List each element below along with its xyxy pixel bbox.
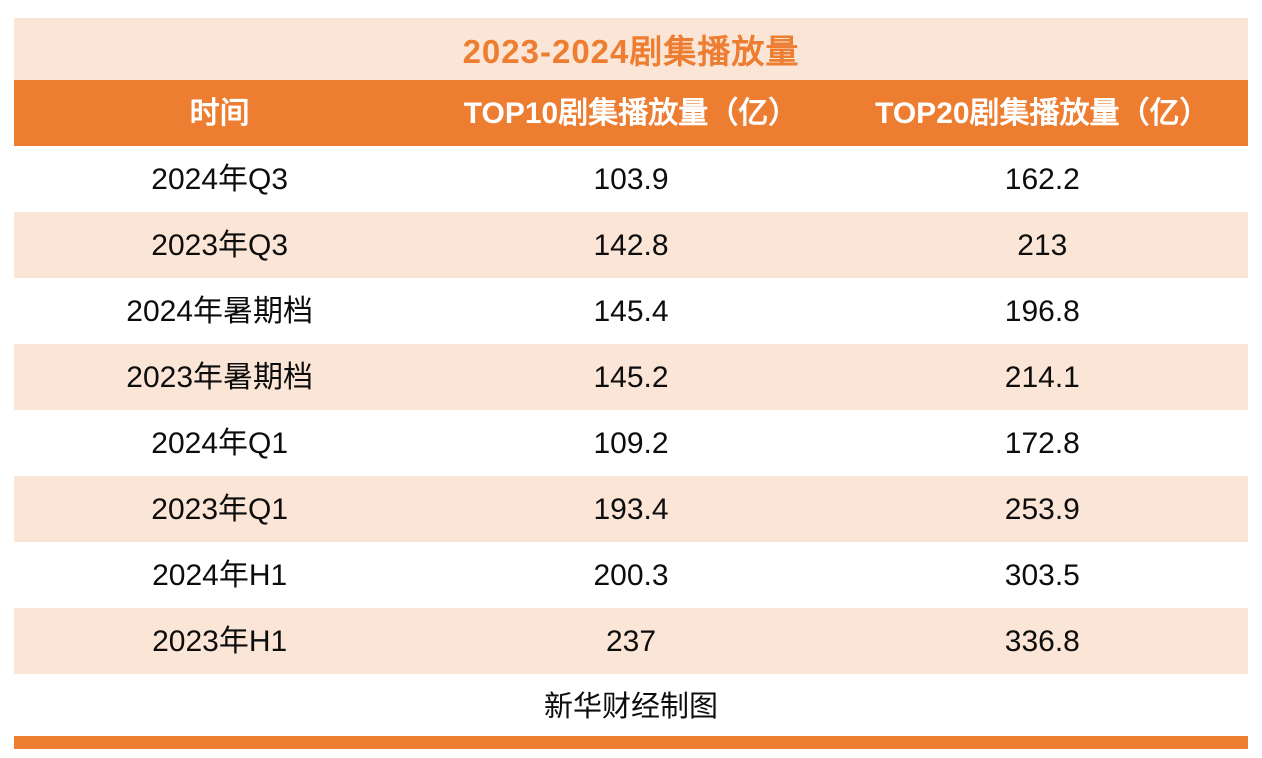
cell-top10: 142.8 — [593, 228, 669, 262]
table-row: 2023年H1 237 336.8 — [14, 608, 1248, 674]
table-row: 2023年Q3 142.8 213 — [14, 212, 1248, 278]
cell-time: 2023年暑期档 — [126, 360, 314, 394]
table-footer-row: 新华财经制图 — [14, 674, 1248, 734]
cell-time: 2024年暑期档 — [126, 294, 314, 328]
table-row: 2024年Q1 109.2 172.8 — [14, 410, 1248, 476]
cell-top20: 214.1 — [1004, 360, 1080, 394]
table-row: 2024年暑期档 145.4 196.8 — [14, 278, 1248, 344]
cell-time: 2023年H1 — [152, 624, 288, 658]
table-header-row: 时间 TOP10剧集播放量（亿） TOP20剧集播放量（亿） — [14, 80, 1248, 146]
cell-top20: 172.8 — [1004, 426, 1080, 460]
column-header-time: 时间 — [189, 96, 250, 130]
table-title: 2023-2024剧集播放量 — [462, 33, 800, 70]
cell-top10: 145.2 — [593, 360, 669, 394]
cell-top20: 303.5 — [1004, 558, 1080, 592]
cell-top10: 145.4 — [593, 294, 669, 328]
cell-top20: 213 — [1017, 228, 1068, 262]
cell-top10: 193.4 — [593, 492, 669, 526]
cell-time: 2024年Q3 — [151, 162, 289, 196]
cell-top20: 162.2 — [1004, 162, 1080, 196]
cell-time: 2024年Q1 — [151, 426, 289, 460]
column-header-top20: TOP20剧集播放量（亿） — [875, 96, 1210, 130]
table-row: 2024年Q3 103.9 162.2 — [14, 146, 1248, 212]
cell-time: 2023年Q1 — [151, 492, 289, 526]
cell-time: 2024年H1 — [152, 558, 288, 592]
cell-time: 2023年Q3 — [151, 228, 289, 262]
table-row: 2023年暑期档 145.2 214.1 — [14, 344, 1248, 410]
table-row: 2023年Q1 193.4 253.9 — [14, 476, 1248, 542]
cell-top20: 196.8 — [1004, 294, 1080, 328]
cell-top20: 253.9 — [1004, 492, 1080, 526]
source-credit: 新华财经制图 — [543, 691, 718, 723]
cell-top20: 336.8 — [1004, 624, 1080, 658]
cell-top10: 237 — [605, 624, 657, 658]
cell-top10: 103.9 — [593, 162, 669, 196]
table-title-bar: 2023-2024剧集播放量 — [14, 18, 1248, 80]
bottom-accent-bar — [14, 736, 1248, 749]
column-header-top10: TOP10剧集播放量（亿） — [463, 96, 799, 130]
cell-top10: 200.3 — [593, 558, 669, 592]
table-row: 2024年H1 200.3 303.5 — [14, 542, 1248, 608]
cell-top10: 109.2 — [593, 426, 669, 460]
